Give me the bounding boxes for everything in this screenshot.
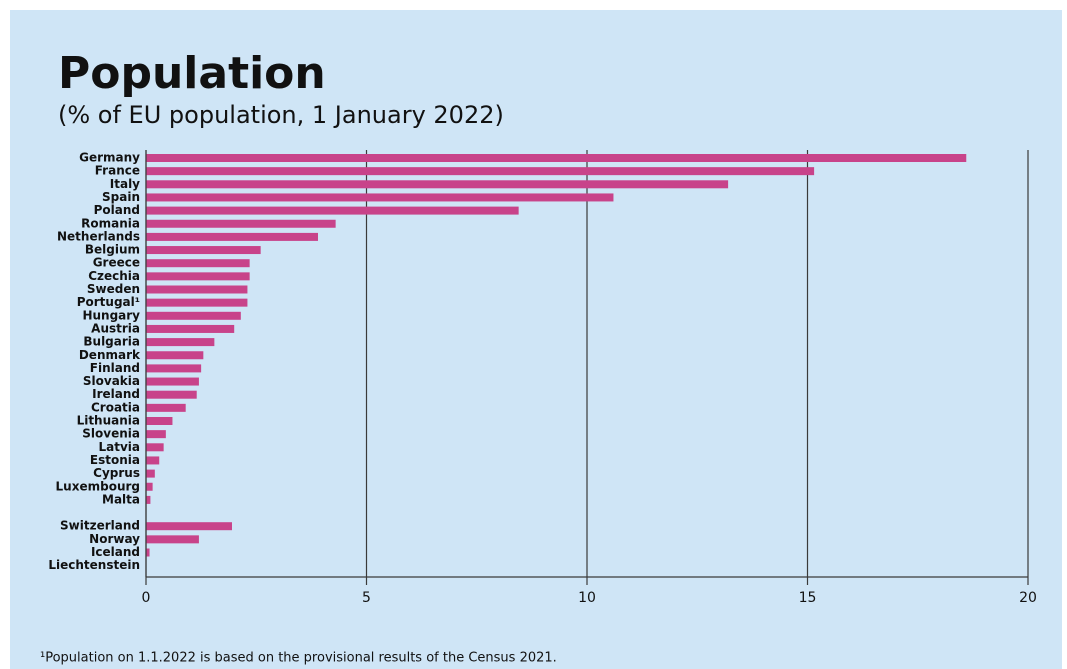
- y-tick-label: Luxembourg: [56, 479, 140, 493]
- bar: [146, 496, 150, 504]
- y-tick-label: Netherlands: [57, 229, 140, 243]
- y-tick-label: Spain: [102, 190, 140, 204]
- bar: [146, 233, 318, 241]
- bar: [146, 364, 201, 372]
- y-tick-label: Ireland: [92, 387, 140, 401]
- bar: [146, 299, 247, 307]
- y-tick-label: Austria: [91, 321, 140, 335]
- y-tick-label: France: [95, 164, 140, 178]
- y-tick-label: Sweden: [87, 282, 140, 296]
- bar: [146, 220, 336, 228]
- chart-subtitle: (% of EU population, 1 January 2022): [58, 101, 504, 129]
- bar: [146, 404, 186, 412]
- bar: [146, 535, 199, 543]
- y-tick-label: Iceland: [91, 545, 140, 559]
- y-tick-label: Croatia: [91, 400, 140, 414]
- y-tick-label: Denmark: [79, 348, 141, 362]
- bar: [146, 154, 966, 162]
- bar: [146, 430, 166, 438]
- bar: [146, 378, 199, 386]
- y-tick-label: Cyprus: [93, 466, 140, 480]
- bar: [146, 167, 814, 175]
- bar: [146, 286, 247, 294]
- y-tick-label: Belgium: [85, 243, 140, 257]
- bar: [146, 417, 172, 425]
- y-tick-label: Estonia: [90, 453, 140, 467]
- y-tick-label: Latvia: [98, 440, 140, 454]
- y-tick-label: Norway: [89, 532, 140, 546]
- y-tick-label: Liechtenstein: [48, 558, 140, 572]
- y-tick-label: Slovenia: [82, 427, 140, 441]
- y-tick-label: Bulgaria: [83, 335, 140, 349]
- bar: [146, 391, 197, 399]
- bar: [146, 351, 203, 359]
- y-tick-label: Lithuania: [77, 414, 140, 428]
- x-tick-label: 10: [578, 590, 596, 606]
- chart: Population (% of EU population, 1 Januar…: [0, 0, 1067, 669]
- bar: [146, 456, 159, 464]
- bar: [146, 325, 234, 333]
- page: {"chart_data": {"type": "bar", "orientat…: [0, 0, 1067, 669]
- y-tick-label: Germany: [79, 151, 140, 165]
- y-tick-label: Hungary: [82, 308, 140, 322]
- bar: [146, 470, 155, 478]
- bar: [146, 207, 519, 215]
- bar: [146, 483, 153, 491]
- x-tick-label: 20: [1019, 590, 1037, 606]
- bar: [146, 443, 164, 451]
- bar: [146, 312, 241, 320]
- bar: [146, 259, 250, 267]
- y-tick-label: Poland: [94, 203, 140, 217]
- bar: [146, 522, 232, 530]
- y-tick-label: Malta: [102, 492, 140, 506]
- x-tick-label: 5: [362, 590, 371, 606]
- bar: [146, 180, 728, 188]
- bar: [146, 338, 214, 346]
- y-tick-label: Czechia: [88, 269, 140, 283]
- y-tick-label: Slovakia: [83, 374, 140, 388]
- bar: [146, 193, 613, 201]
- y-tick-label: Italy: [110, 177, 140, 191]
- y-tick-label: Finland: [90, 361, 140, 375]
- chart-title: Population: [58, 48, 326, 99]
- bar: [146, 246, 261, 254]
- y-tick-label: Portugal¹: [77, 295, 140, 309]
- y-tick-label: Greece: [93, 256, 140, 270]
- y-tick-label: Switzerland: [60, 519, 140, 533]
- y-tick-label: Romania: [81, 216, 140, 230]
- x-tick-label: 0: [142, 590, 151, 606]
- footnote: ¹Population on 1.1.2022 is based on the …: [40, 651, 557, 666]
- bar: [146, 272, 250, 280]
- x-tick-label: 15: [799, 590, 817, 606]
